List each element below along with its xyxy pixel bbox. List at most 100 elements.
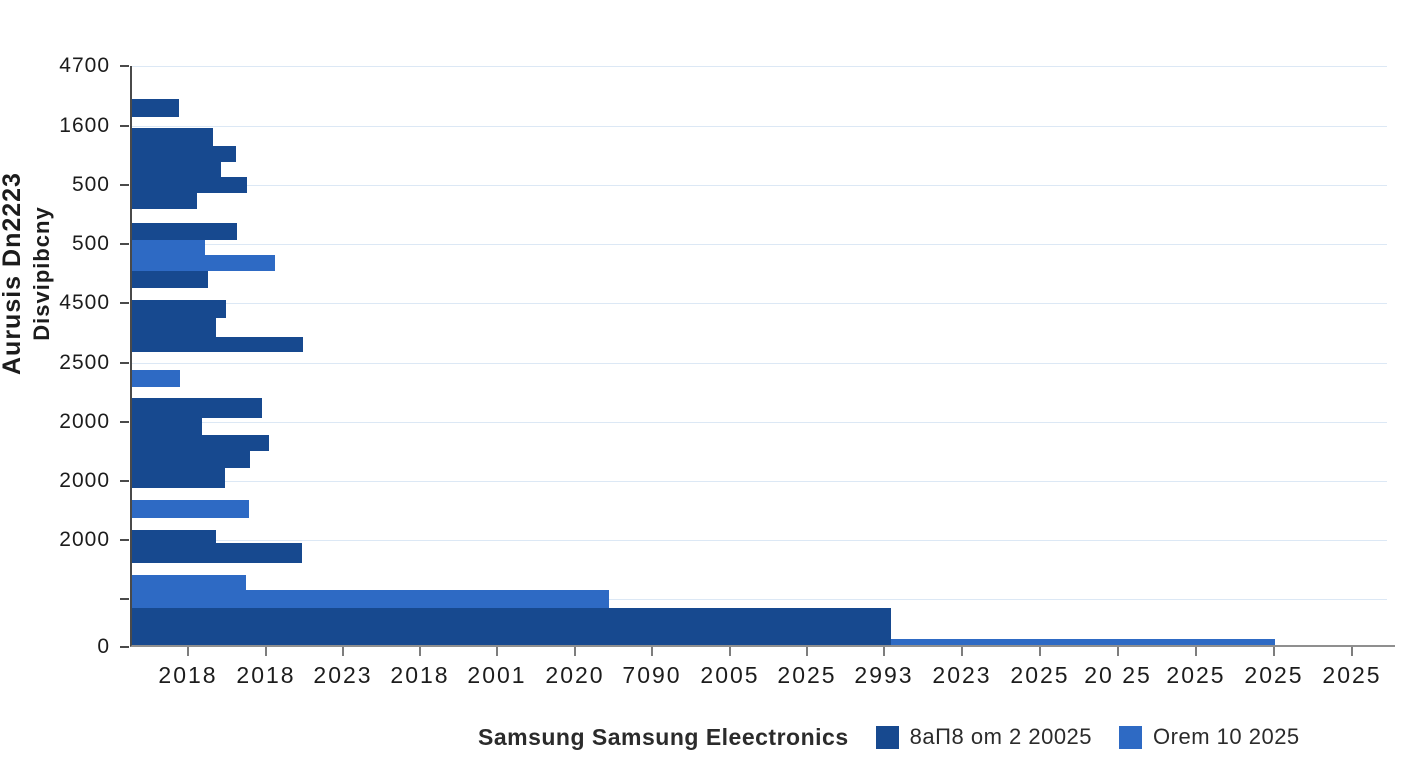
series1-swatch-icon <box>875 725 899 749</box>
x-tick-mark <box>1351 647 1353 656</box>
x-tick-label: 2001 <box>467 662 527 688</box>
x-tick-mark <box>342 647 344 656</box>
bar-light <box>132 255 275 271</box>
bar-dark <box>132 398 262 418</box>
x-tick-label: 2018 <box>158 662 218 688</box>
gridline <box>132 599 1387 600</box>
y-axis-title-line2: Disvipibcny <box>29 206 54 341</box>
x-tick-label: 2018 <box>390 662 450 688</box>
x-tick-label: 2018 <box>236 662 296 688</box>
bar-dark <box>132 337 303 352</box>
y-tick-mark <box>120 646 129 648</box>
x-tick-mark <box>729 647 731 656</box>
legend: Samsung Samsung Eleectronics 8aΠ8 om 2 2… <box>478 720 1300 754</box>
gridline <box>132 363 1387 364</box>
x-tick-mark <box>1117 647 1119 656</box>
bar-dark <box>132 543 302 563</box>
x-tick-label: 2025 <box>1166 662 1226 688</box>
x-tick-mark <box>265 647 267 656</box>
bar-dark <box>132 451 250 468</box>
y-tick-mark <box>120 539 129 541</box>
bar-light <box>132 575 246 590</box>
bar-light <box>132 590 609 608</box>
bar-dark <box>132 128 213 146</box>
y-tick-label: 2000 <box>59 410 110 433</box>
x-tick-label: 2020 <box>545 662 605 688</box>
bar-light <box>132 240 205 255</box>
x-tick-mark <box>1039 647 1041 656</box>
x-tick-label: 2005 <box>700 662 760 688</box>
y-tick-label: 500 <box>71 232 110 255</box>
y-tick-mark <box>120 243 129 245</box>
y-tick-label: 1600 <box>59 114 110 137</box>
bar-dark <box>132 318 216 337</box>
gridline <box>132 66 1387 67</box>
y-tick-label: 2000 <box>59 469 110 492</box>
gridline <box>132 303 1387 304</box>
y-tick-mark <box>120 480 129 482</box>
x-tick-label: 2025 <box>1244 662 1304 688</box>
bar-dark <box>132 271 208 288</box>
x-tick-mark <box>651 647 653 656</box>
gridline <box>132 481 1387 482</box>
plot-area <box>130 66 1395 647</box>
x-tick-mark <box>961 647 963 656</box>
x-tick-label: 2025 <box>1010 662 1070 688</box>
y-tick-label: 4500 <box>59 291 110 314</box>
bar-dark <box>132 435 269 451</box>
bar-dark <box>132 468 225 488</box>
bar-dark <box>132 193 197 209</box>
y-tick-label: 500 <box>71 173 110 196</box>
x-tick-label: 2025 <box>777 662 837 688</box>
x-tick-mark <box>1273 647 1275 656</box>
gridline <box>132 244 1387 245</box>
x-tick-mark <box>883 647 885 656</box>
y-tick-mark <box>120 184 129 186</box>
y-tick-label: 2000 <box>59 528 110 551</box>
bar-dark <box>132 223 237 240</box>
bar-dark <box>132 146 236 162</box>
y-tick-mark <box>120 598 129 600</box>
x-tick-mark <box>1195 647 1197 656</box>
bar-light <box>132 500 249 518</box>
x-tick-label: 20 25 <box>1084 662 1152 688</box>
y-tick-label: 0 <box>97 635 110 658</box>
x-tick-label: 7090 <box>622 662 682 688</box>
bar-dark <box>132 162 221 177</box>
y-tick-mark <box>120 362 129 364</box>
bar-dark <box>132 300 226 318</box>
legend-title: Samsung Samsung Eleectronics <box>478 723 849 750</box>
gridline <box>132 422 1387 423</box>
legend-item-series1-label: 8aΠ8 om 2 20025 <box>909 724 1093 749</box>
x-tick-label: 2023 <box>313 662 373 688</box>
x-tick-label: 2993 <box>854 662 914 688</box>
gridline <box>132 540 1387 541</box>
y-tick-label: 4700 <box>59 54 110 77</box>
x-tick-label: 2025 <box>1322 662 1382 688</box>
bar-dark <box>132 530 216 543</box>
bar-dark <box>132 99 179 117</box>
x-tick-mark <box>187 647 189 656</box>
gridline <box>132 185 1387 186</box>
y-tick-mark <box>120 421 129 423</box>
legend-item-series2: Orem 10 2025 <box>1119 724 1300 750</box>
bar-dark <box>132 177 247 193</box>
legend-item-series1: 8aΠ8 om 2 20025 <box>875 724 1093 750</box>
y-axis-title-line1: Aurusis Dn2223 <box>0 172 26 375</box>
legend-item-series2-label: Orem 10 2025 <box>1153 724 1300 749</box>
bar-dark <box>132 418 202 435</box>
x-tick-mark <box>496 647 498 656</box>
x-tick-mark <box>574 647 576 656</box>
series2-swatch-icon <box>1119 725 1143 749</box>
y-tick-label: 2500 <box>59 351 110 374</box>
x-tick-mark <box>419 647 421 656</box>
y-tick-mark <box>120 125 129 127</box>
y-axis-title: Aurusis Dn2223 Disvipibcny <box>0 172 55 375</box>
bar-light <box>132 370 180 387</box>
y-tick-mark <box>120 302 129 304</box>
y-tick-mark <box>120 65 129 67</box>
gridline <box>132 126 1387 127</box>
x-tick-mark <box>806 647 808 656</box>
bar-dark <box>132 608 891 645</box>
